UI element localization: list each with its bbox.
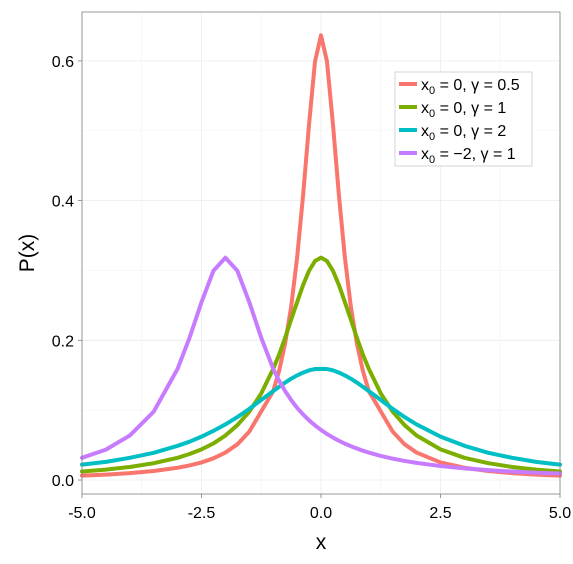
legend-label: x0 = 0, γ = 0.5 [421,77,520,97]
x-axis-ticks: -5.0 -2.5 0.0 2.5 5.0 [68,494,571,522]
y-axis-title: P(x) [16,234,39,273]
x-tick-label: 0.0 [310,505,332,522]
legend-label: x0 = 0, γ = 1 [421,100,506,120]
legend-item-4: x0 = −2, γ = 1 [399,146,516,166]
series-lines [80,33,562,478]
legend-item-2: x0 = 0, γ = 1 [399,100,506,120]
series-line-2 [80,255,562,474]
y-tick-label: 0.6 [52,54,74,71]
legend-box [394,71,533,167]
legend: x0 = 0, γ = 0.5 x0 = 0, γ = 1 x0 = 0, γ = … [394,71,533,167]
x-tick-label: -5.0 [68,505,96,522]
y-tick-label: 0.2 [52,333,74,350]
legend-label: x0 = −2, γ = 1 [421,146,516,166]
legend-label: x0 = 0, γ = 2 [421,123,506,143]
x-axis-title: x [316,531,327,554]
x-tick-label: -2.5 [188,505,216,522]
legend-item-1: x0 = 0, γ = 0.5 [399,77,520,97]
series-line-4 [80,255,562,476]
y-tick-label: 0.4 [52,194,74,211]
y-axis-ticks: 0.0 0.2 0.4 0.6 [52,54,82,490]
series-line-1 [80,33,562,478]
x-tick-label: 2.5 [429,505,451,522]
legend-item-3: x0 = 0, γ = 2 [399,123,506,143]
y-tick-label: 0.0 [52,473,74,490]
x-tick-label: 5.0 [549,505,571,522]
series-line-3 [80,366,562,467]
